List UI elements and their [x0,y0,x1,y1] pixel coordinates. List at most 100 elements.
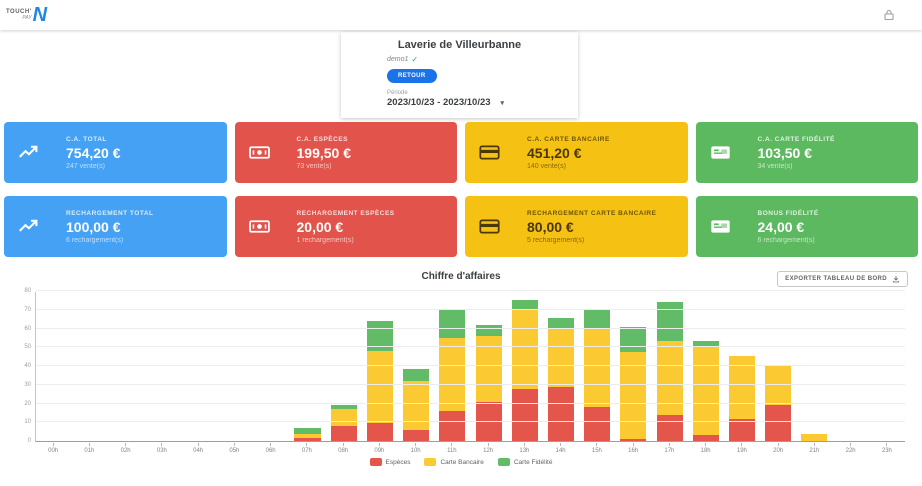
bar-segment-carte-fidélité[interactable] [403,368,430,381]
kpi-sub: 1 rechargement(s) [296,236,354,244]
legend-label: Espèces [385,458,411,466]
download-icon [892,276,900,283]
store-action-button[interactable]: RETOUR [387,69,437,83]
bar-09h[interactable] [366,321,393,441]
bar-segment-carte-bancaire[interactable] [728,355,755,420]
y-tick-label: 0 [27,438,31,444]
brand-logo: TOUCH' PAY N [6,5,47,25]
legend-item-carte-fidélité[interactable]: Carte Fidélité [497,458,552,466]
bar-segment-carte-bancaire[interactable] [366,351,393,424]
lock-icon[interactable] [882,7,896,23]
kpi-label: C.A. CARTE BANCAIRE [527,135,610,143]
export-dashboard-button[interactable]: EXPORTER TABLEAU DE BORD [777,271,908,287]
date-range-picker[interactable]: 2023/10/23 - 2023/10/23 ▾ [387,97,578,108]
bar-segment-carte-bancaire[interactable] [620,351,647,440]
bar-segment-espèces[interactable] [656,414,683,441]
x-tick-label: 18h [688,443,724,454]
gridline [36,290,905,291]
bar-segment-carte-fidélité[interactable] [439,309,466,338]
legend-swatch [497,458,510,466]
bar-segment-carte-bancaire[interactable] [656,340,683,415]
bar-segment-carte-bancaire[interactable] [692,346,719,436]
bar-segment-espèces[interactable] [511,389,538,441]
kpi-value: 451,20 € [527,144,582,161]
bar-slot-11h [434,292,470,441]
bar-segment-carte-fidélité[interactable] [330,405,357,410]
bar-16h[interactable] [620,326,647,441]
bar-21h[interactable] [801,433,828,441]
bar-20h[interactable] [765,366,792,441]
bar-segment-carte-bancaire[interactable] [403,381,430,430]
bar-slot-14h [543,292,579,441]
bar-segment-carte-bancaire[interactable] [801,433,828,441]
bar-segment-espèces[interactable] [330,426,357,441]
trending-up-icon [18,216,52,237]
legend-item-carte-bancaire[interactable]: Carte Bancaire [424,458,484,466]
bar-11h[interactable] [439,309,466,441]
gridline [36,402,905,404]
bar-slot-07h [289,292,325,441]
bar-segment-carte-bancaire[interactable] [547,327,574,387]
bar-segment-carte-bancaire[interactable] [439,337,466,411]
brand-text-top: TOUCH' [6,9,32,15]
gridline [36,308,905,310]
top-bar: TOUCH' PAY N [0,0,922,30]
bar-segment-carte-fidélité[interactable] [692,340,719,347]
bar-segment-carte-bancaire[interactable] [765,366,792,406]
kpi-label: C.A. CARTE FIDÉLITÉ [757,135,835,143]
bar-08h[interactable] [330,405,357,441]
y-tick-label: 60 [24,325,31,332]
bar-segment-espèces[interactable] [439,411,466,441]
bar-13h[interactable] [511,300,538,441]
bar-segment-espèces[interactable] [620,439,647,441]
bar-segment-carte-bancaire[interactable] [584,328,611,408]
bar-15h[interactable] [584,309,611,441]
kpi-sub: 6 rechargement(s) [66,236,124,244]
bars-container [36,292,905,441]
bar-segment-carte-fidélité[interactable] [584,309,611,329]
legend-label: Carte Bancaire [440,458,484,466]
loyalty-card-icon [710,216,744,237]
bar-19h[interactable] [728,355,755,441]
store-card: Laverie de Villeurbanne demo1 ✓ RETOUR P… [341,32,578,118]
bar-segment-espèces[interactable] [692,435,719,441]
x-axis: 00h 01h 02h 03h 04h 05h 06h 07h 08h 09h 10h 11h 12h 1… [35,443,905,454]
kpi-label: C.A. TOTAL [66,135,107,143]
bar-07h[interactable] [294,427,321,441]
bar-segment-espèces[interactable] [294,438,321,441]
bar-slot-18h [688,292,724,441]
bar-segment-carte-fidélité[interactable] [547,318,574,328]
bar-segment-carte-fidélité[interactable] [511,300,538,309]
kpi-grid: C.A. TOTAL 754,20 €247 vente(s) C.A. ESPÈC… [4,122,918,257]
bar-segment-carte-fidélité[interactable] [620,326,647,352]
bar-10h[interactable] [403,368,430,441]
chevron-down-icon: ▾ [500,99,505,107]
y-tick-label: 30 [24,381,31,388]
bar-segment-espèces[interactable] [765,405,792,441]
legend-item-espèces[interactable]: Espèces [369,458,411,466]
bar-segment-carte-bancaire[interactable] [330,409,357,426]
gridline [36,421,905,423]
bar-segment-carte-fidélité[interactable] [366,321,393,351]
store-title: Laverie de Villeurbanne [397,39,522,51]
x-tick-label: 17h [651,443,687,454]
bar-segment-carte-fidélité[interactable] [656,302,683,341]
x-tick-label: 20h [760,443,796,454]
kpi-card: C.A. ESPÈCES 199,50 €73 vente(s) [234,122,457,183]
x-tick-label: 21h [796,443,832,454]
x-tick-label: 01h [71,443,107,454]
bar-segment-espèces[interactable] [403,429,430,441]
bar-segment-espèces[interactable] [584,407,611,441]
kpi-value: 80,00 € [527,218,574,235]
bar-segment-carte-bancaire[interactable] [294,433,321,439]
bar-14h[interactable] [547,318,574,441]
bar-segment-espèces[interactable] [547,386,574,441]
bar-segment-carte-fidélité[interactable] [294,427,321,434]
bar-segment-espèces[interactable] [366,423,393,441]
bar-18h[interactable] [692,340,719,441]
bar-segment-espèces[interactable] [728,419,755,441]
bar-17h[interactable] [656,302,683,441]
bar-segment-carte-bancaire[interactable] [511,308,538,390]
bar-slot-01h [72,292,108,441]
bar-segment-carte-fidélité[interactable] [475,324,502,336]
